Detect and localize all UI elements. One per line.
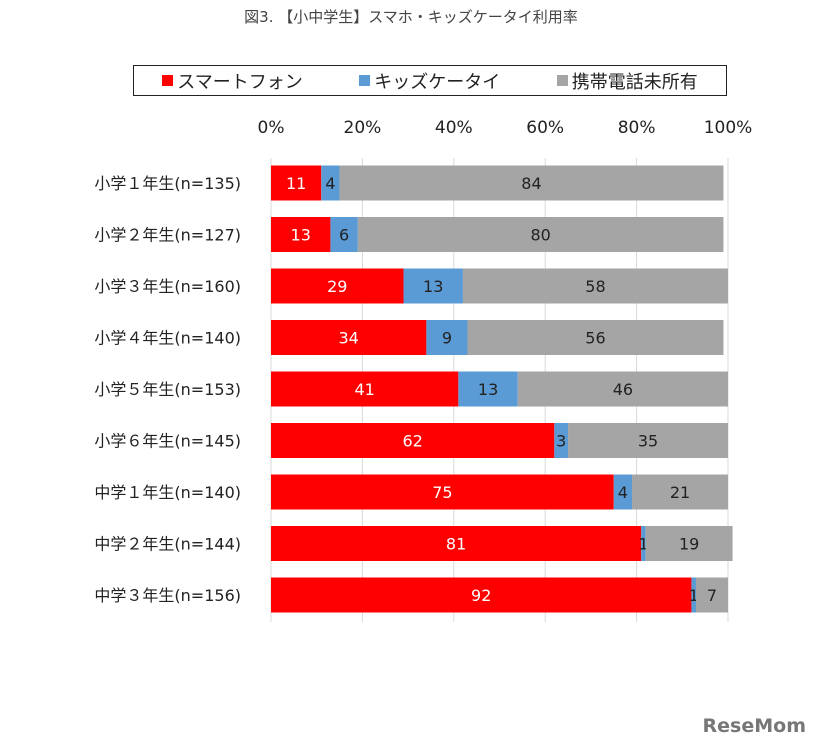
x-tick-label: 0% [258, 118, 285, 138]
x-tick-label: 100% [704, 118, 753, 138]
legend-item-kids-phone: キッズケータイ [359, 68, 500, 94]
legend-swatch [162, 75, 174, 86]
data-label: 75 [432, 483, 452, 502]
bar-segment [517, 371, 728, 407]
x-tick-label: 20% [344, 118, 382, 138]
x-tick-label: 40% [435, 118, 473, 138]
category-label: 中学１年生(n=140) [94, 483, 241, 502]
data-label: 84 [521, 174, 541, 193]
data-label: 1 [689, 586, 699, 605]
data-label: 58 [585, 277, 605, 296]
data-label: 34 [339, 329, 359, 348]
bar-segment [271, 577, 692, 613]
x-tick-label: 80% [618, 118, 656, 138]
legend-swatch [359, 75, 371, 86]
data-label: 29 [327, 277, 347, 296]
data-label: 4 [618, 483, 628, 502]
bar-segment [645, 526, 733, 561]
bar-segment [339, 165, 724, 201]
bar-segment [641, 526, 646, 561]
chart-title: 図3. 【小中学生】スマホ・キッズケータイ利用率 [244, 8, 578, 26]
legend-item-no-phone: 携帯電話未所有 [556, 68, 698, 94]
bar-segment [271, 217, 331, 252]
legend-label: スマートフォン [177, 71, 303, 93]
data-label: 4 [325, 174, 335, 193]
bar-segment [462, 268, 728, 304]
bar-segment [271, 268, 404, 304]
data-label: 41 [355, 380, 375, 399]
bar-segment [271, 526, 642, 561]
legend-swatch [556, 75, 568, 86]
bar-segment [357, 217, 724, 252]
bar-segment [426, 320, 468, 355]
category-label: 小学６年生(n=145) [94, 432, 241, 451]
bar-segment [458, 371, 518, 407]
data-label: 56 [585, 329, 605, 348]
legend-label: キッズケータイ [374, 71, 501, 93]
legend-item-smartphone: スマートフォン [162, 68, 303, 94]
category-label: 小学４年生(n=140) [94, 329, 241, 348]
category-label: 小学３年生(n=160) [94, 277, 241, 296]
data-label: 1 [638, 535, 648, 554]
category-label: 中学３年生(n=156) [94, 586, 241, 605]
data-label: 3 [556, 432, 566, 451]
category-label: 小学２年生(n=127) [94, 226, 241, 245]
bar-segment [691, 577, 697, 613]
bar-segment [271, 371, 459, 407]
bar-segment [271, 165, 322, 201]
bar-segment [554, 423, 569, 458]
data-label: 13 [478, 380, 498, 399]
bar-segment [696, 577, 728, 613]
bar-segment [321, 165, 340, 201]
data-label: 6 [339, 226, 349, 245]
x-tick-label: 60% [526, 118, 564, 138]
category-label: 小学５年生(n=153) [94, 380, 241, 399]
bar-segment [632, 474, 728, 510]
bar-segment [568, 423, 728, 458]
bar-segment [613, 474, 633, 510]
legend: スマートフォン キッズケータイ 携帯電話未所有 [133, 65, 727, 96]
bar-segment [271, 474, 614, 510]
data-label: 46 [613, 380, 633, 399]
watermark-logo: ReseMom [703, 715, 806, 737]
bar-segment [271, 320, 427, 355]
data-label: 62 [402, 432, 422, 451]
data-label: 13 [291, 226, 311, 245]
bar-segment [467, 320, 724, 355]
data-label: 11 [286, 174, 306, 193]
data-label: 7 [707, 586, 717, 605]
legend-label: 携帯電話未所有 [571, 71, 698, 93]
data-label: 80 [530, 226, 550, 245]
bar-segment [271, 423, 555, 458]
data-label: 9 [442, 329, 452, 348]
data-label: 21 [670, 483, 690, 502]
data-label: 92 [471, 586, 491, 605]
category-label: 中学２年生(n=144) [94, 535, 241, 554]
category-label: 小学１年生(n=135) [94, 174, 241, 193]
data-label: 13 [423, 277, 443, 296]
data-label: 35 [638, 432, 658, 451]
bar-segment [403, 268, 463, 304]
data-label: 19 [679, 535, 699, 554]
bar-segment [330, 217, 358, 252]
data-label: 81 [446, 535, 466, 554]
